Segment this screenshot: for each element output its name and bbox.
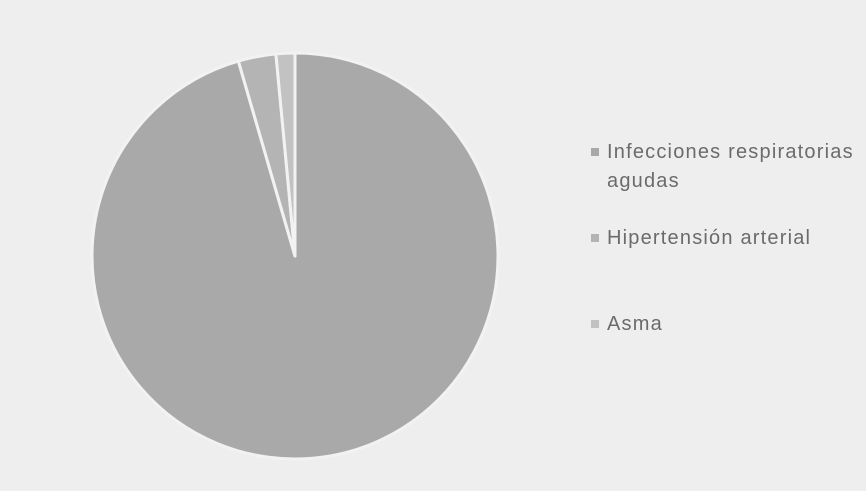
legend-swatch-hipertension xyxy=(591,234,599,242)
legend-swatch-infecciones xyxy=(591,148,599,156)
legend-item-infecciones: Infecciones respiratorias agudas xyxy=(591,138,857,196)
legend-item-hipertension: Hipertensión arterial xyxy=(591,224,857,253)
legend-swatch-asma xyxy=(591,320,599,328)
legend-item-asma: Asma xyxy=(591,310,857,339)
legend-label-hipertension: Hipertensión arterial xyxy=(607,227,812,249)
pie-slice-asma xyxy=(274,51,297,258)
legend-label-asma: Asma xyxy=(607,313,663,335)
legend-label-infecciones: Infecciones respiratorias agudas xyxy=(607,141,854,192)
